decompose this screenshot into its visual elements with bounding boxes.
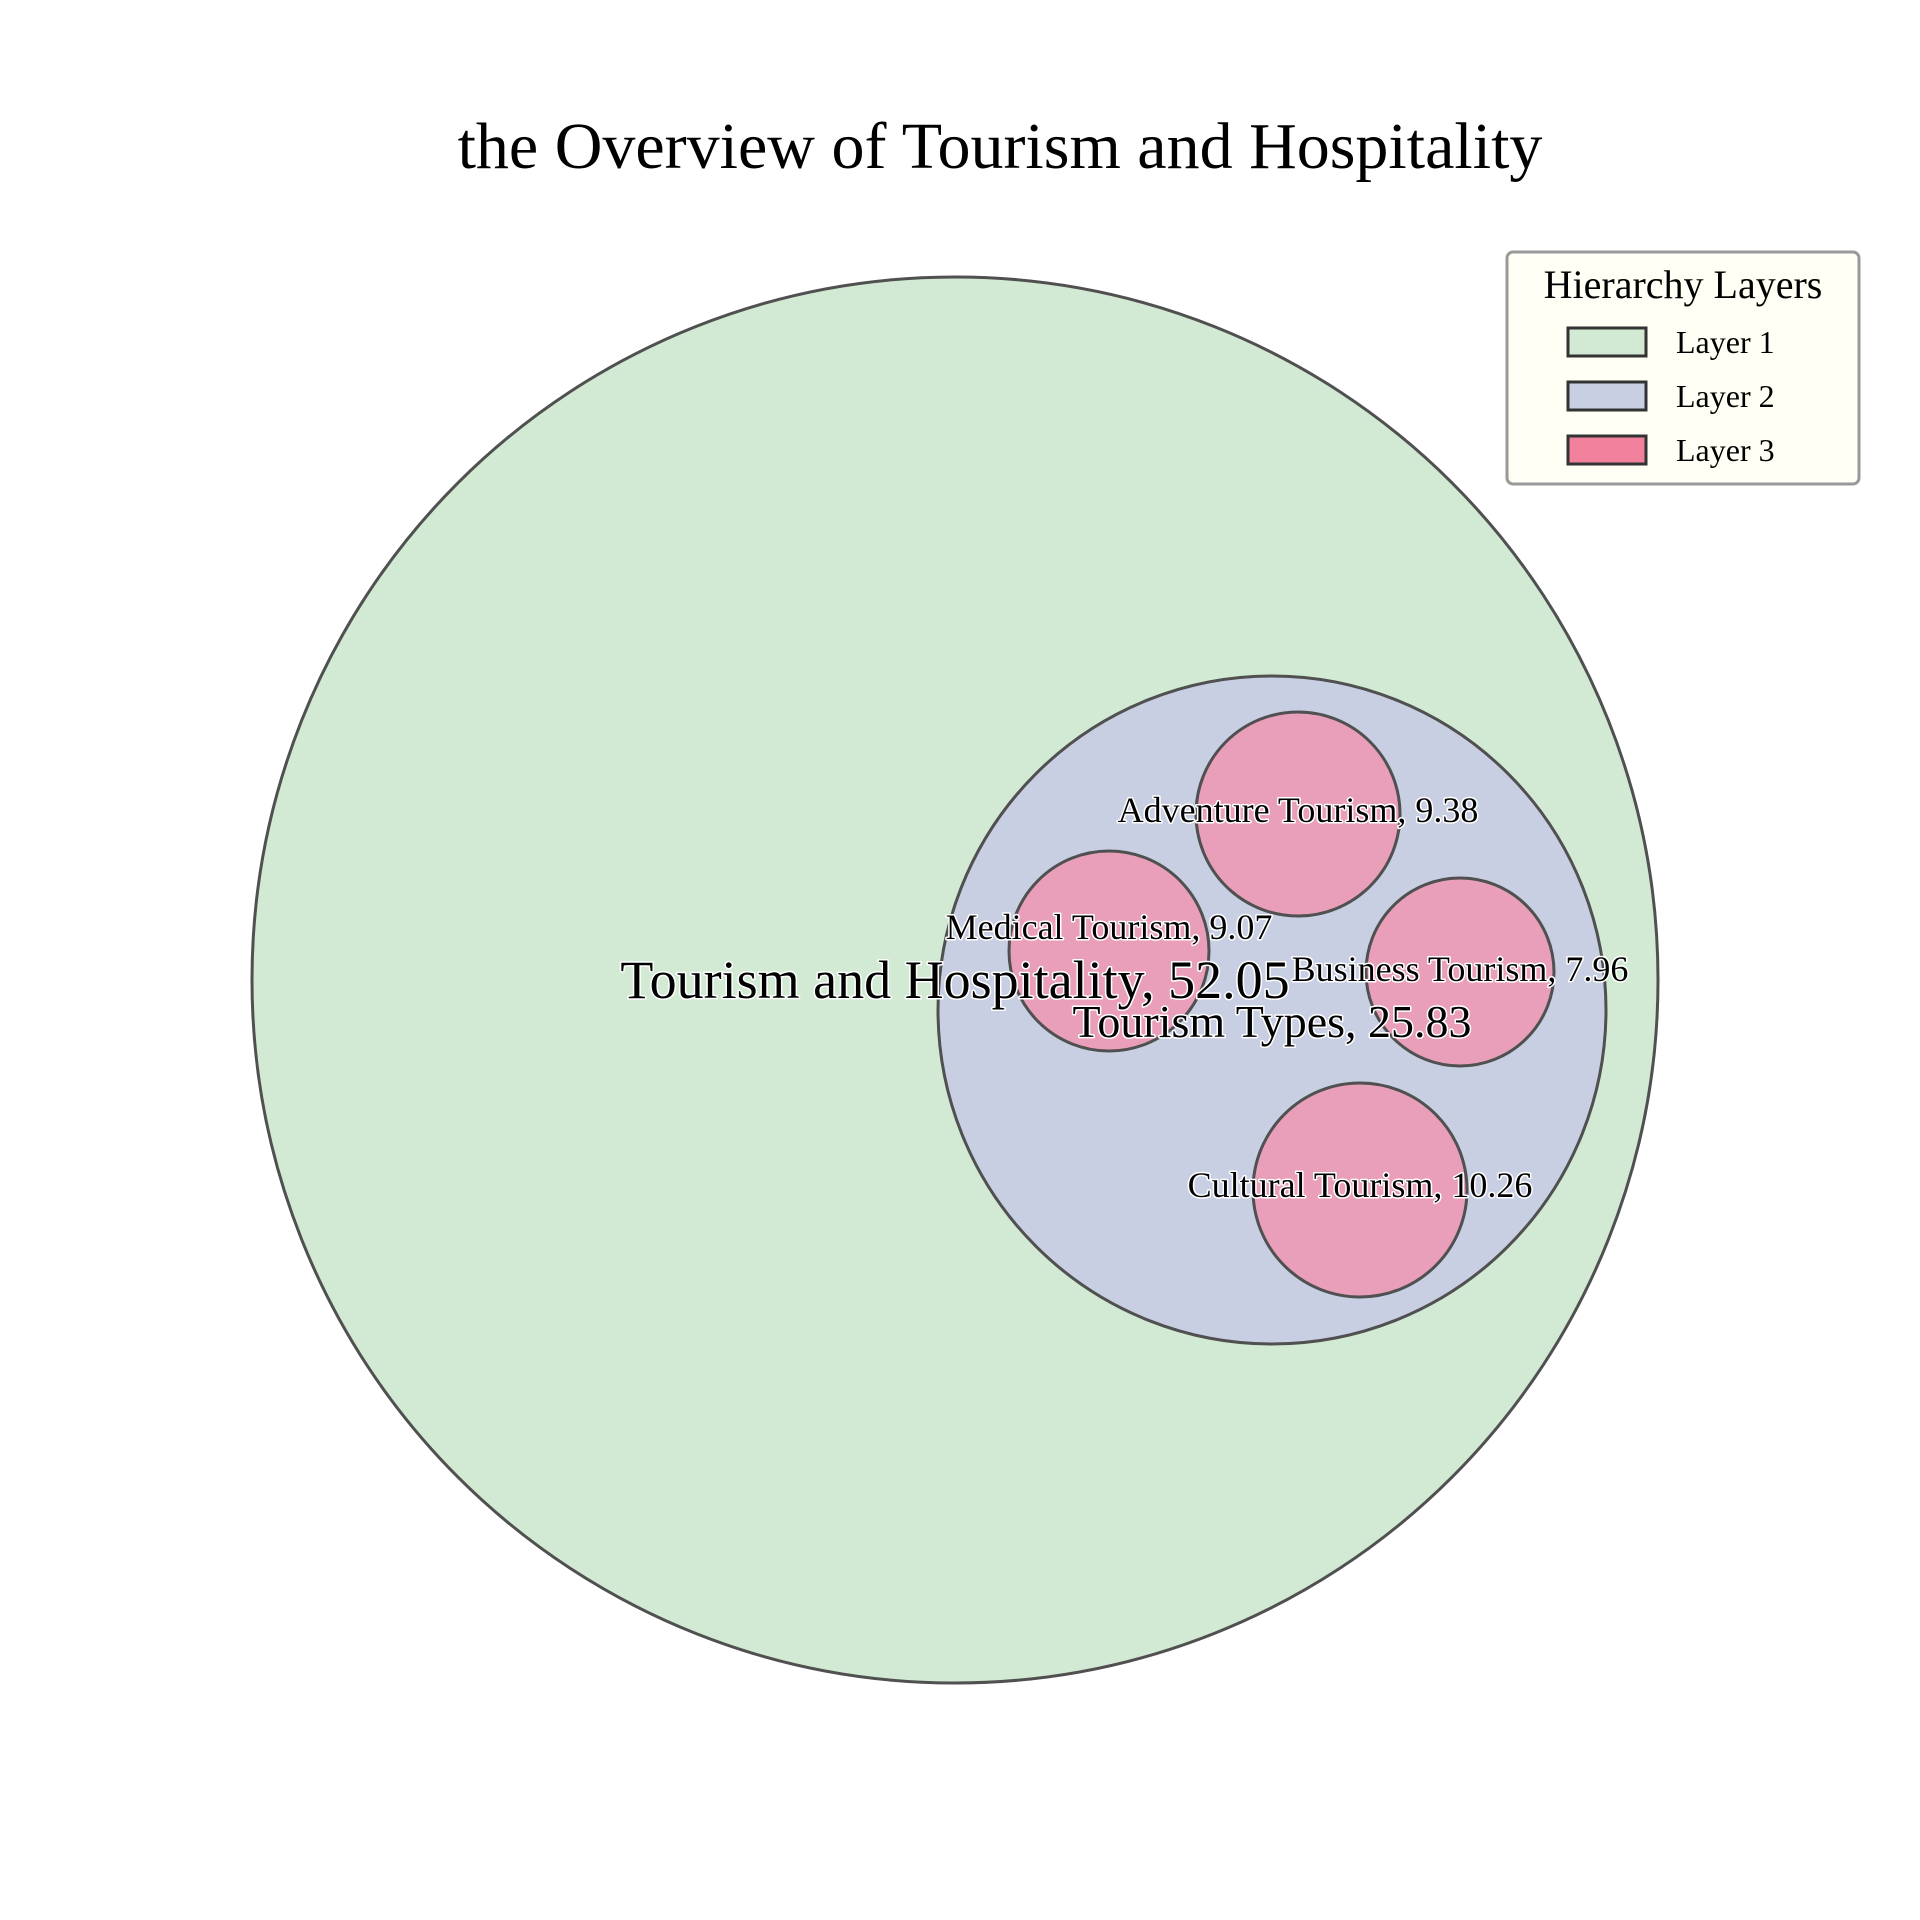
legend-item-layer-1: Layer 1 xyxy=(1566,324,1775,360)
bubble-business xyxy=(1364,876,1556,1068)
bubble-cultural xyxy=(1251,1081,1469,1299)
legend-item-layer-2: Layer 2 xyxy=(1566,378,1775,414)
bubble-label-business: Business Tourism, 7.96 xyxy=(1292,949,1629,989)
legend-item-layer-3: Layer 3 xyxy=(1566,432,1775,468)
bubble-label-cultural: Cultural Tourism, 10.26 xyxy=(1188,1165,1533,1205)
legend-swatch-layer-2 xyxy=(1566,380,1648,412)
bubble-label-types: Tourism Types, 25.83 xyxy=(1072,996,1471,1047)
legend-label-layer-3: Layer 3 xyxy=(1676,432,1775,468)
legend: Hierarchy Layers Layer 1 Layer 2 Layer 3 xyxy=(1505,250,1861,486)
legend-label-layer-2: Layer 2 xyxy=(1676,378,1775,414)
chart-title: the Overview of Tourism and Hospitality xyxy=(458,110,1543,183)
bubble-medical xyxy=(1007,849,1211,1053)
legend-swatch-layer-3 xyxy=(1566,434,1648,466)
legend-label-layer-1: Layer 1 xyxy=(1676,324,1775,360)
legend-title: Hierarchy Layers xyxy=(1544,262,1823,307)
bubble-layer xyxy=(250,275,1660,1685)
bubble-label-medical: Medical Tourism, 9.07 xyxy=(946,907,1273,947)
bubble-adventure xyxy=(1194,710,1402,918)
legend-swatch-layer-1 xyxy=(1566,326,1648,358)
bubble-label-root: Tourism and Hospitality, 52.05 xyxy=(620,950,1289,1010)
bubble-label-adventure: Adventure Tourism, 9.38 xyxy=(1118,790,1479,830)
legend-frame xyxy=(1505,250,1861,486)
